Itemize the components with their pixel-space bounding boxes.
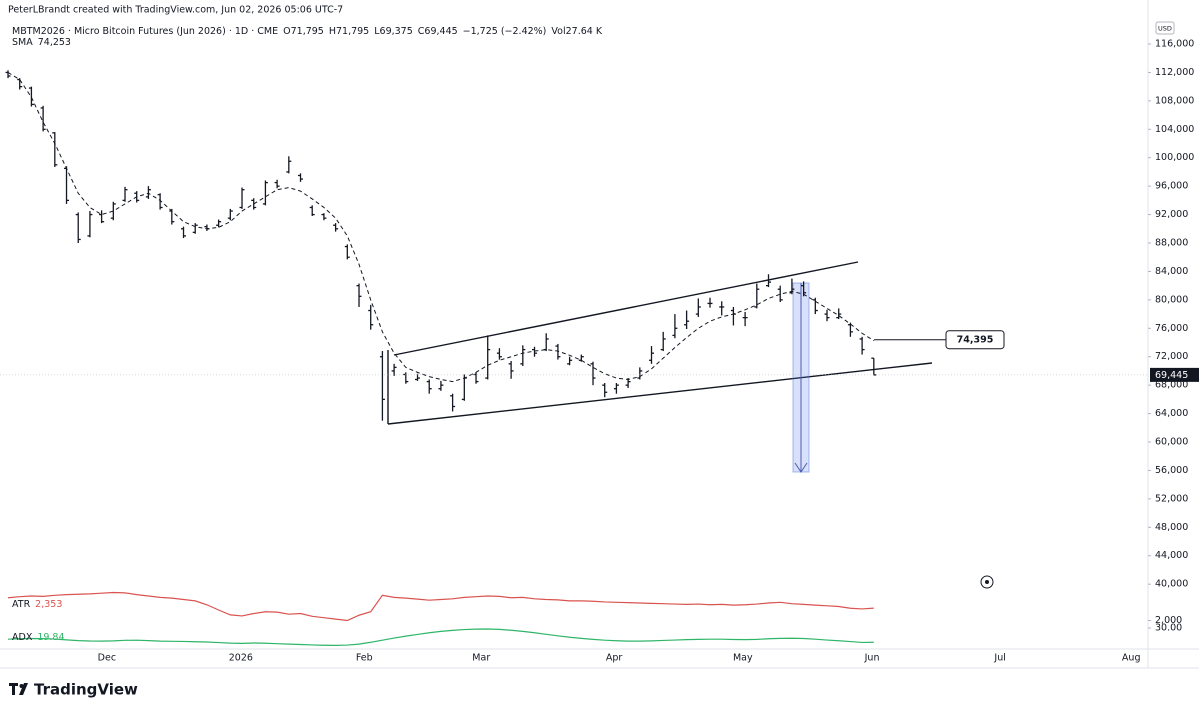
- indicator-legend: ATR 2,353: [12, 599, 62, 610]
- logo-text: TradingView: [34, 681, 138, 699]
- indicator-value: 19.84: [37, 632, 64, 643]
- sma-name: SMA: [12, 37, 33, 48]
- y-tick-label: 44,000: [1155, 550, 1188, 561]
- x-tick-label: Mar: [472, 653, 490, 664]
- y-tick-label: 64,000: [1155, 408, 1188, 419]
- y-tick-label: 56,000: [1155, 465, 1188, 476]
- y-tick-label: 2,000: [1155, 615, 1182, 626]
- ohlc-change: −1,725 (−2.42%): [463, 26, 547, 37]
- wedge-lower-line: [387, 362, 933, 425]
- x-tick-label: May: [733, 653, 753, 664]
- indicator-name: ADX: [12, 632, 33, 643]
- logo: TradingView: [9, 681, 138, 699]
- wedge-upper-line: [393, 261, 859, 356]
- x-tick-label: Jul: [993, 653, 1005, 664]
- y-tick-label: 112,000: [1155, 67, 1194, 78]
- y-tick-label: 30.00: [1155, 623, 1182, 634]
- indicator-value: 2,353: [35, 599, 62, 610]
- y-tick-label: 108,000: [1155, 95, 1194, 106]
- sma-value: 74,253: [38, 37, 71, 48]
- ohlc-open: O71,795: [283, 26, 324, 37]
- reset-icon-dot: [985, 580, 989, 584]
- x-tick-label: Jun: [864, 653, 880, 664]
- indicator-line: [7, 628, 874, 646]
- y-tick-label: 88,000: [1155, 238, 1188, 249]
- y-tick-label: 76,000: [1155, 323, 1188, 334]
- callout-label: 74,395: [957, 335, 994, 346]
- credit: PeterLBrandt created with TradingView.co…: [8, 5, 343, 16]
- y-tick-label: 52,000: [1155, 493, 1188, 504]
- callout-box: [945, 330, 1005, 350]
- y-tick-label: 40,000: [1155, 579, 1188, 590]
- indicator-name: ATR: [12, 599, 31, 610]
- last-price-box: [1150, 367, 1199, 382]
- currency-box: [1155, 21, 1175, 35]
- indicator-line: [7, 591, 874, 622]
- sma-legend: SMA 74,253: [12, 37, 71, 48]
- y-tick-label: 84,000: [1155, 266, 1188, 277]
- y-tick-label: 96,000: [1155, 181, 1188, 192]
- y-tick-label: 92,000: [1155, 209, 1188, 220]
- currency-label: USD: [1158, 25, 1172, 33]
- y-tick-label: 80,000: [1155, 294, 1188, 305]
- ohlc-bars: [5, 70, 877, 421]
- ohlc-low: L69,375: [374, 26, 413, 37]
- x-tick-label: Aug: [1122, 653, 1141, 664]
- ohlc-close: C69,445: [418, 26, 458, 37]
- y-tick-label: 68,000: [1155, 380, 1188, 391]
- ohlc-high: H71,795: [329, 26, 369, 37]
- target-arrowhead: [794, 462, 808, 473]
- wedge-drawing: [387, 261, 933, 425]
- x-tick-label: Apr: [606, 653, 623, 664]
- logo-dot: [19, 684, 24, 688]
- y-tick-label: 104,000: [1155, 124, 1194, 135]
- y-tick-label: 48,000: [1155, 522, 1188, 533]
- last-price-label: 69,445: [1155, 370, 1188, 381]
- y-tick-label: 60,000: [1155, 437, 1188, 448]
- symbol-line: MBTM2026 · Micro Bitcoin Futures (Jun 20…: [12, 26, 603, 37]
- x-tick-label: 2026: [229, 653, 253, 664]
- y-tick-label: 100,000: [1155, 152, 1194, 163]
- y-tick-label: 72,000: [1155, 351, 1188, 362]
- x-tick-label: Dec: [98, 653, 116, 664]
- ohlc-volume: Vol27.64 K: [551, 26, 602, 37]
- indicator-legend: ADX 19.84: [12, 632, 65, 643]
- y-tick-label: 116,000: [1155, 39, 1194, 50]
- x-tick-label: Feb: [356, 653, 373, 664]
- symbol: MBTM2026 · Micro Bitcoin Futures (Jun 20…: [12, 26, 278, 37]
